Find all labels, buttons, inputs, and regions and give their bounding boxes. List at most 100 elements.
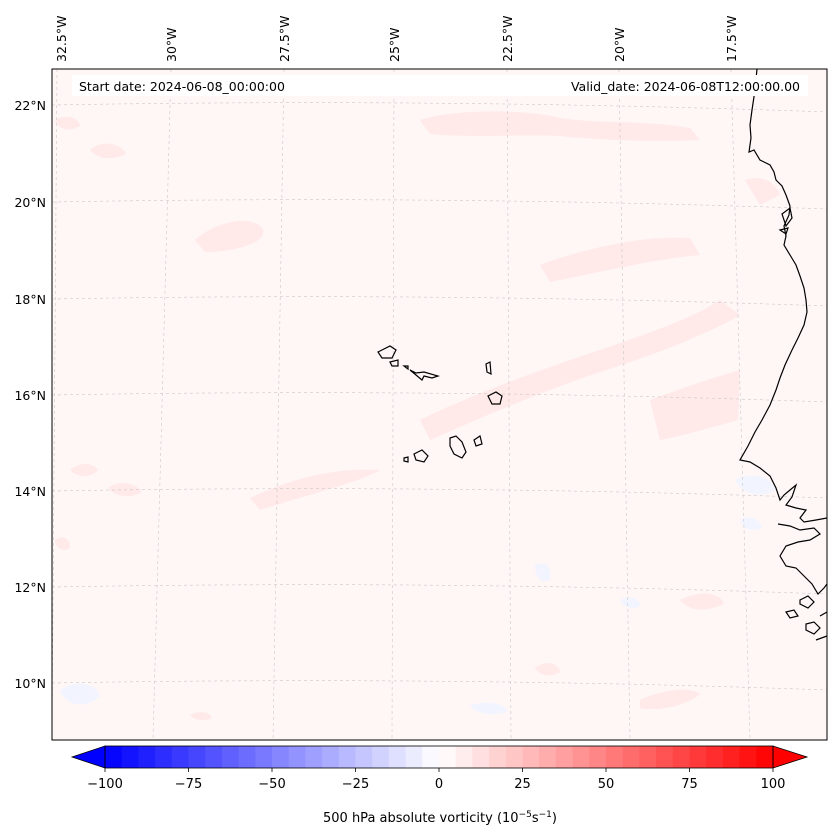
vorticity-patch — [195, 220, 264, 252]
vorticity-patch — [55, 537, 70, 550]
parallel-line — [51, 102, 828, 113]
africa-coastline — [739, 68, 828, 523]
map-panel — [51, 68, 828, 741]
colorbar-segment — [238, 746, 256, 768]
colorbar-segment — [138, 746, 156, 768]
colorbar-segment — [656, 746, 674, 768]
lat-label: 14°N — [14, 484, 46, 499]
vorticity-patch — [745, 178, 780, 205]
start-date-text: Start date: 2024-06-08_00:00:00 — [79, 79, 285, 94]
latitude-labels: 22°N 20°N 18°N 16°N 14°N 12°N 10°N — [14, 98, 46, 691]
colorbar-segment — [739, 746, 757, 768]
colorbar-segment — [455, 746, 473, 768]
vorticity-patch — [420, 111, 700, 141]
colorbar-arrow-max — [772, 745, 809, 769]
colorbar-segment — [522, 746, 540, 768]
lon-label: 17.5°W — [724, 16, 739, 62]
colorbar-tick-label: 25 — [514, 777, 531, 792]
valid-date-text: Valid_date: 2024-06-08T12:00:00.00 — [571, 79, 800, 94]
lon-label: 22.5°W — [500, 16, 515, 62]
parallel-line — [51, 680, 828, 691]
parallel-line — [51, 296, 828, 307]
vorticity-patch — [250, 469, 380, 510]
colorbar-segment — [221, 746, 239, 768]
vorticity-patch — [680, 593, 724, 610]
map-frame — [51, 68, 828, 741]
vorticity-field-negative — [60, 475, 776, 714]
vorticity-patch — [55, 116, 80, 130]
colorbar-segment — [355, 746, 373, 768]
vorticity-patch — [650, 370, 740, 440]
colorbar-tick-label: −75 — [175, 777, 202, 792]
colorbar-segment — [255, 746, 273, 768]
island-boa-vista — [487, 391, 503, 405]
lon-label: 27.5°W — [277, 16, 292, 62]
vorticity-field — [55, 111, 780, 721]
colorbar-title: 500 hPa absolute vorticity (10−5s−1) — [323, 810, 557, 826]
vorticity-patch-negative — [60, 683, 100, 705]
colorbar-segment — [689, 746, 707, 768]
vorticity-patch-negative — [740, 517, 762, 530]
colorbar-segment — [422, 746, 440, 768]
meridian-line — [152, 68, 172, 741]
island-sal — [485, 361, 492, 376]
meridian-line — [272, 68, 285, 741]
meridian-line — [51, 68, 58, 741]
colorbar-segment — [272, 746, 290, 768]
colorbar-segment — [756, 746, 774, 768]
colorbar-tick-label: −100 — [87, 777, 123, 792]
colorbar-tick-label: 100 — [761, 777, 786, 792]
lat-label: 10°N — [14, 676, 46, 691]
colorbar-segments — [105, 746, 774, 768]
colorbar-segment — [539, 746, 557, 768]
coastlines — [377, 68, 828, 641]
vorticity-patch-negative — [620, 597, 640, 608]
colorbar-segment — [171, 746, 189, 768]
vorticity-patch — [535, 663, 560, 676]
colorbar-segment — [505, 746, 523, 768]
colorbar-segment — [622, 746, 640, 768]
colorbar-segment — [572, 746, 590, 768]
guinea-bissau-islands — [785, 595, 828, 641]
lon-label: 25°W — [387, 27, 402, 62]
colorbar-segment — [589, 746, 607, 768]
info-box-background — [72, 75, 808, 96]
colorbar-segment — [606, 746, 624, 768]
colorbar-segment — [388, 746, 406, 768]
vorticity-patch-negative — [735, 475, 776, 495]
colorbar-segment — [322, 746, 340, 768]
vorticity-patch — [70, 464, 98, 476]
island-maio — [473, 435, 483, 447]
meridian-line — [391, 68, 395, 741]
island-fogo — [413, 449, 429, 463]
colorbar-segment — [305, 746, 323, 768]
colorbar-segment — [121, 746, 139, 768]
lon-label: 30°W — [164, 27, 179, 62]
colorbar-segment — [722, 746, 740, 768]
colorbar-ticks: −100 −75 −50 −25 0 25 50 75 100 — [87, 768, 785, 792]
parallel-line — [51, 199, 828, 210]
island-sao-nicolau — [409, 369, 441, 381]
meridian-line — [730, 68, 751, 741]
colorbar-segment — [188, 746, 206, 768]
colorbar-segment — [439, 746, 457, 768]
gridlines — [51, 68, 828, 741]
colorbar-segment — [205, 746, 223, 768]
lat-label: 16°N — [14, 388, 46, 403]
vorticity-patch — [540, 237, 700, 282]
vorticity-patch — [190, 712, 212, 721]
longitude-labels: 32.5°W 30°W 27.5°W 25°W 22.5°W 20°W 17.5… — [54, 16, 739, 62]
colorbar-segment — [489, 746, 507, 768]
island-sao-vicente — [389, 359, 399, 367]
colorbar-segment — [105, 746, 123, 768]
senegal-river-coast — [777, 523, 828, 595]
vorticity-patch — [90, 143, 126, 159]
colorbar-segment — [555, 746, 573, 768]
colorbar-segment — [472, 746, 490, 768]
lon-label: 32.5°W — [54, 16, 69, 62]
colorbar-segment — [338, 746, 356, 768]
colorbar-segment — [405, 746, 423, 768]
colorbar-arrow-min — [70, 745, 106, 769]
parallel-line — [51, 488, 828, 499]
